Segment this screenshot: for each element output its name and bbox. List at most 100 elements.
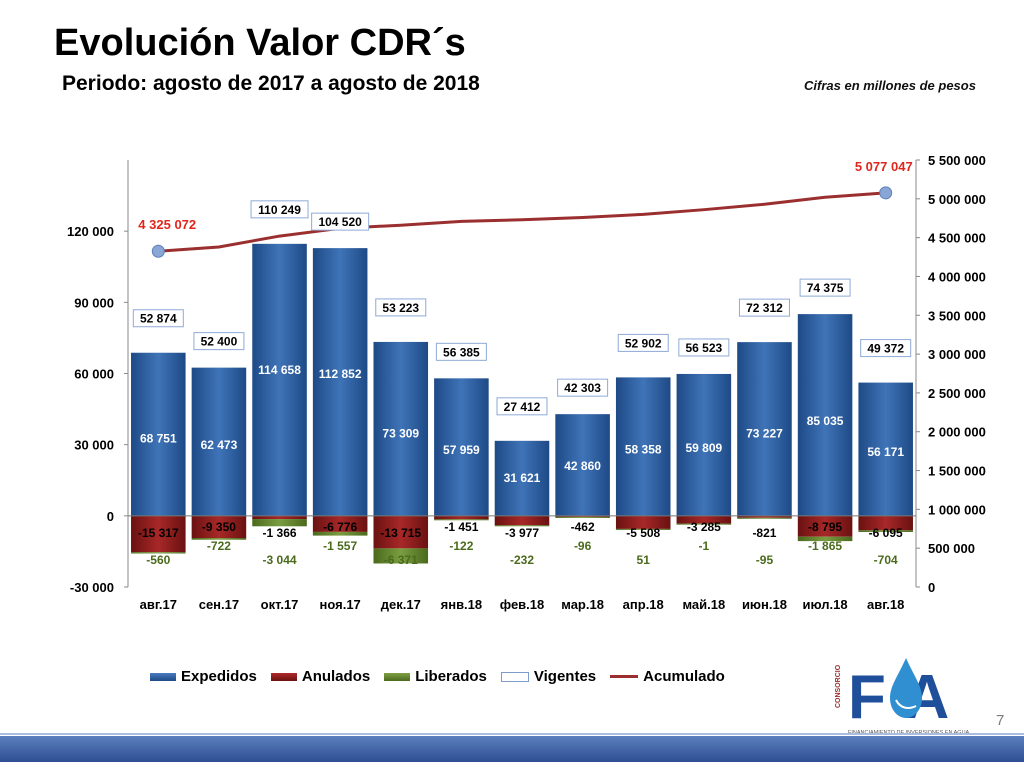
y2-tick-label: 0 (928, 580, 935, 595)
y2-tick-label: 500 000 (928, 541, 975, 556)
vigentes-box (375, 298, 427, 317)
footer-bar (0, 736, 1024, 762)
bar-expedidos (191, 367, 247, 516)
label-anulados: -9 350 (202, 520, 236, 534)
x-tick-label: авг.17 (140, 597, 177, 612)
legend-swatch-acumulado (610, 675, 639, 678)
label-liberados: -704 (874, 553, 898, 567)
bar-expedidos (434, 378, 489, 516)
y2-tick-label: 4 500 000 (928, 231, 986, 246)
x-tick-label: ноя.17 (320, 597, 361, 612)
label-expedidos: 85 035 (807, 414, 844, 428)
bar-anulados (858, 515, 913, 531)
footer-divider (0, 733, 1024, 735)
y2-tick-label: 2 000 000 (928, 425, 986, 440)
vigentes-box (435, 342, 487, 361)
label-vigentes: 42 303 (564, 381, 601, 395)
bar-expedidos (797, 314, 853, 516)
legend-swatch-anulados (270, 672, 297, 681)
bar-liberados (434, 519, 489, 521)
label-liberados: -1 557 (323, 539, 357, 553)
bar-expedidos (373, 341, 429, 516)
y-tick-label: 0 (107, 509, 114, 524)
label-expedidos: 68 751 (140, 431, 177, 445)
label-vigentes: 72 312 (746, 301, 783, 315)
bar-liberados (312, 531, 368, 536)
x-tick-label: окт.17 (261, 597, 299, 612)
label-liberados: -6 371 (384, 553, 418, 567)
x-tick-label: май.18 (682, 597, 725, 612)
page-subtitle: Periodo: agosto de 2017 a agosto de 2018 (62, 72, 480, 95)
bar-anulados (676, 515, 732, 524)
label-anulados: -821 (752, 526, 776, 540)
bar-liberados (252, 519, 307, 527)
bar-liberados (615, 528, 671, 530)
bar-anulados (131, 515, 186, 553)
x-tick-label: мар.18 (561, 597, 604, 612)
acumulado-first-label: 4 325 072 (138, 217, 196, 232)
label-expedidos: 56 171 (867, 445, 904, 459)
label-vigentes: 74 375 (807, 281, 844, 295)
label-liberados: -1 (699, 539, 710, 553)
label-vigentes: 104 520 (318, 215, 362, 229)
units-note: Cifras en millones de pesos (804, 78, 976, 93)
drop-highlight-icon (895, 699, 917, 709)
label-expedidos: 31 621 (504, 471, 541, 485)
bar-liberados (555, 516, 610, 518)
bar-anulados (555, 515, 610, 517)
bar-expedidos (131, 352, 186, 516)
label-vigentes: 52 902 (625, 336, 662, 350)
y2-tick-label: 1 500 000 (928, 464, 986, 479)
label-expedidos: 114 658 (258, 363, 301, 377)
vigentes-box (557, 378, 609, 397)
bar-liberados (373, 548, 429, 564)
legend-item-liberados: Liberados (384, 668, 487, 685)
label-liberados: -122 (449, 539, 473, 553)
vigentes-box (193, 332, 245, 351)
label-liberados: -722 (207, 539, 231, 553)
label-vigentes: 52 400 (201, 335, 238, 349)
bar-expedidos (555, 414, 610, 516)
vigentes-box (250, 200, 309, 219)
label-anulados: -3 977 (505, 526, 539, 540)
bar-liberados (797, 536, 853, 542)
legend-label-expedidos: Expedidos (181, 668, 257, 685)
legend-item-anulados: Anulados (270, 668, 370, 685)
x-tick-label: июл.18 (803, 597, 848, 612)
label-expedidos: 58 358 (625, 443, 662, 457)
label-expedidos: 73 227 (746, 427, 783, 441)
chart-legend: Expedidos Anulados Liberados Vigentes Ac… (150, 668, 725, 685)
label-vigentes: 27 412 (504, 400, 541, 414)
y2-tick-label: 1 000 000 (928, 502, 986, 517)
bar-anulados (797, 515, 853, 537)
label-anulados: -1 451 (444, 520, 478, 534)
label-anulados: -462 (571, 520, 595, 534)
label-expedidos: 62 473 (201, 438, 238, 452)
page-number: 7 (996, 712, 1005, 729)
bar-anulados (312, 515, 368, 532)
y-tick-label: -30 000 (70, 580, 114, 595)
acumulado-marker (879, 186, 893, 200)
y2-tick-label: 2 500 000 (928, 386, 986, 401)
label-liberados: -95 (756, 553, 774, 567)
bar-expedidos (858, 382, 913, 516)
legend-label-acumulado: Acumulado (643, 668, 725, 685)
bar-anulados (252, 515, 307, 520)
vigentes-box (860, 339, 912, 358)
vigentes-box (799, 278, 851, 297)
label-liberados: -1 865 (808, 539, 842, 553)
bar-liberados (858, 530, 913, 532)
label-anulados: -6 776 (323, 520, 357, 534)
bar-expedidos (312, 248, 368, 516)
x-tick-label: янв.18 (441, 597, 483, 612)
label-anulados: -8 795 (808, 520, 842, 534)
bar-anulados (373, 515, 429, 549)
label-vigentes: 52 874 (140, 312, 177, 326)
bar-liberados (494, 525, 550, 527)
bar-liberados (131, 552, 186, 554)
label-liberados: -3 044 (263, 553, 297, 567)
x-tick-label: фев.18 (500, 597, 545, 612)
bar-liberados (676, 523, 732, 525)
label-vigentes: 56 385 (443, 345, 480, 359)
bar-expedidos (676, 373, 732, 516)
